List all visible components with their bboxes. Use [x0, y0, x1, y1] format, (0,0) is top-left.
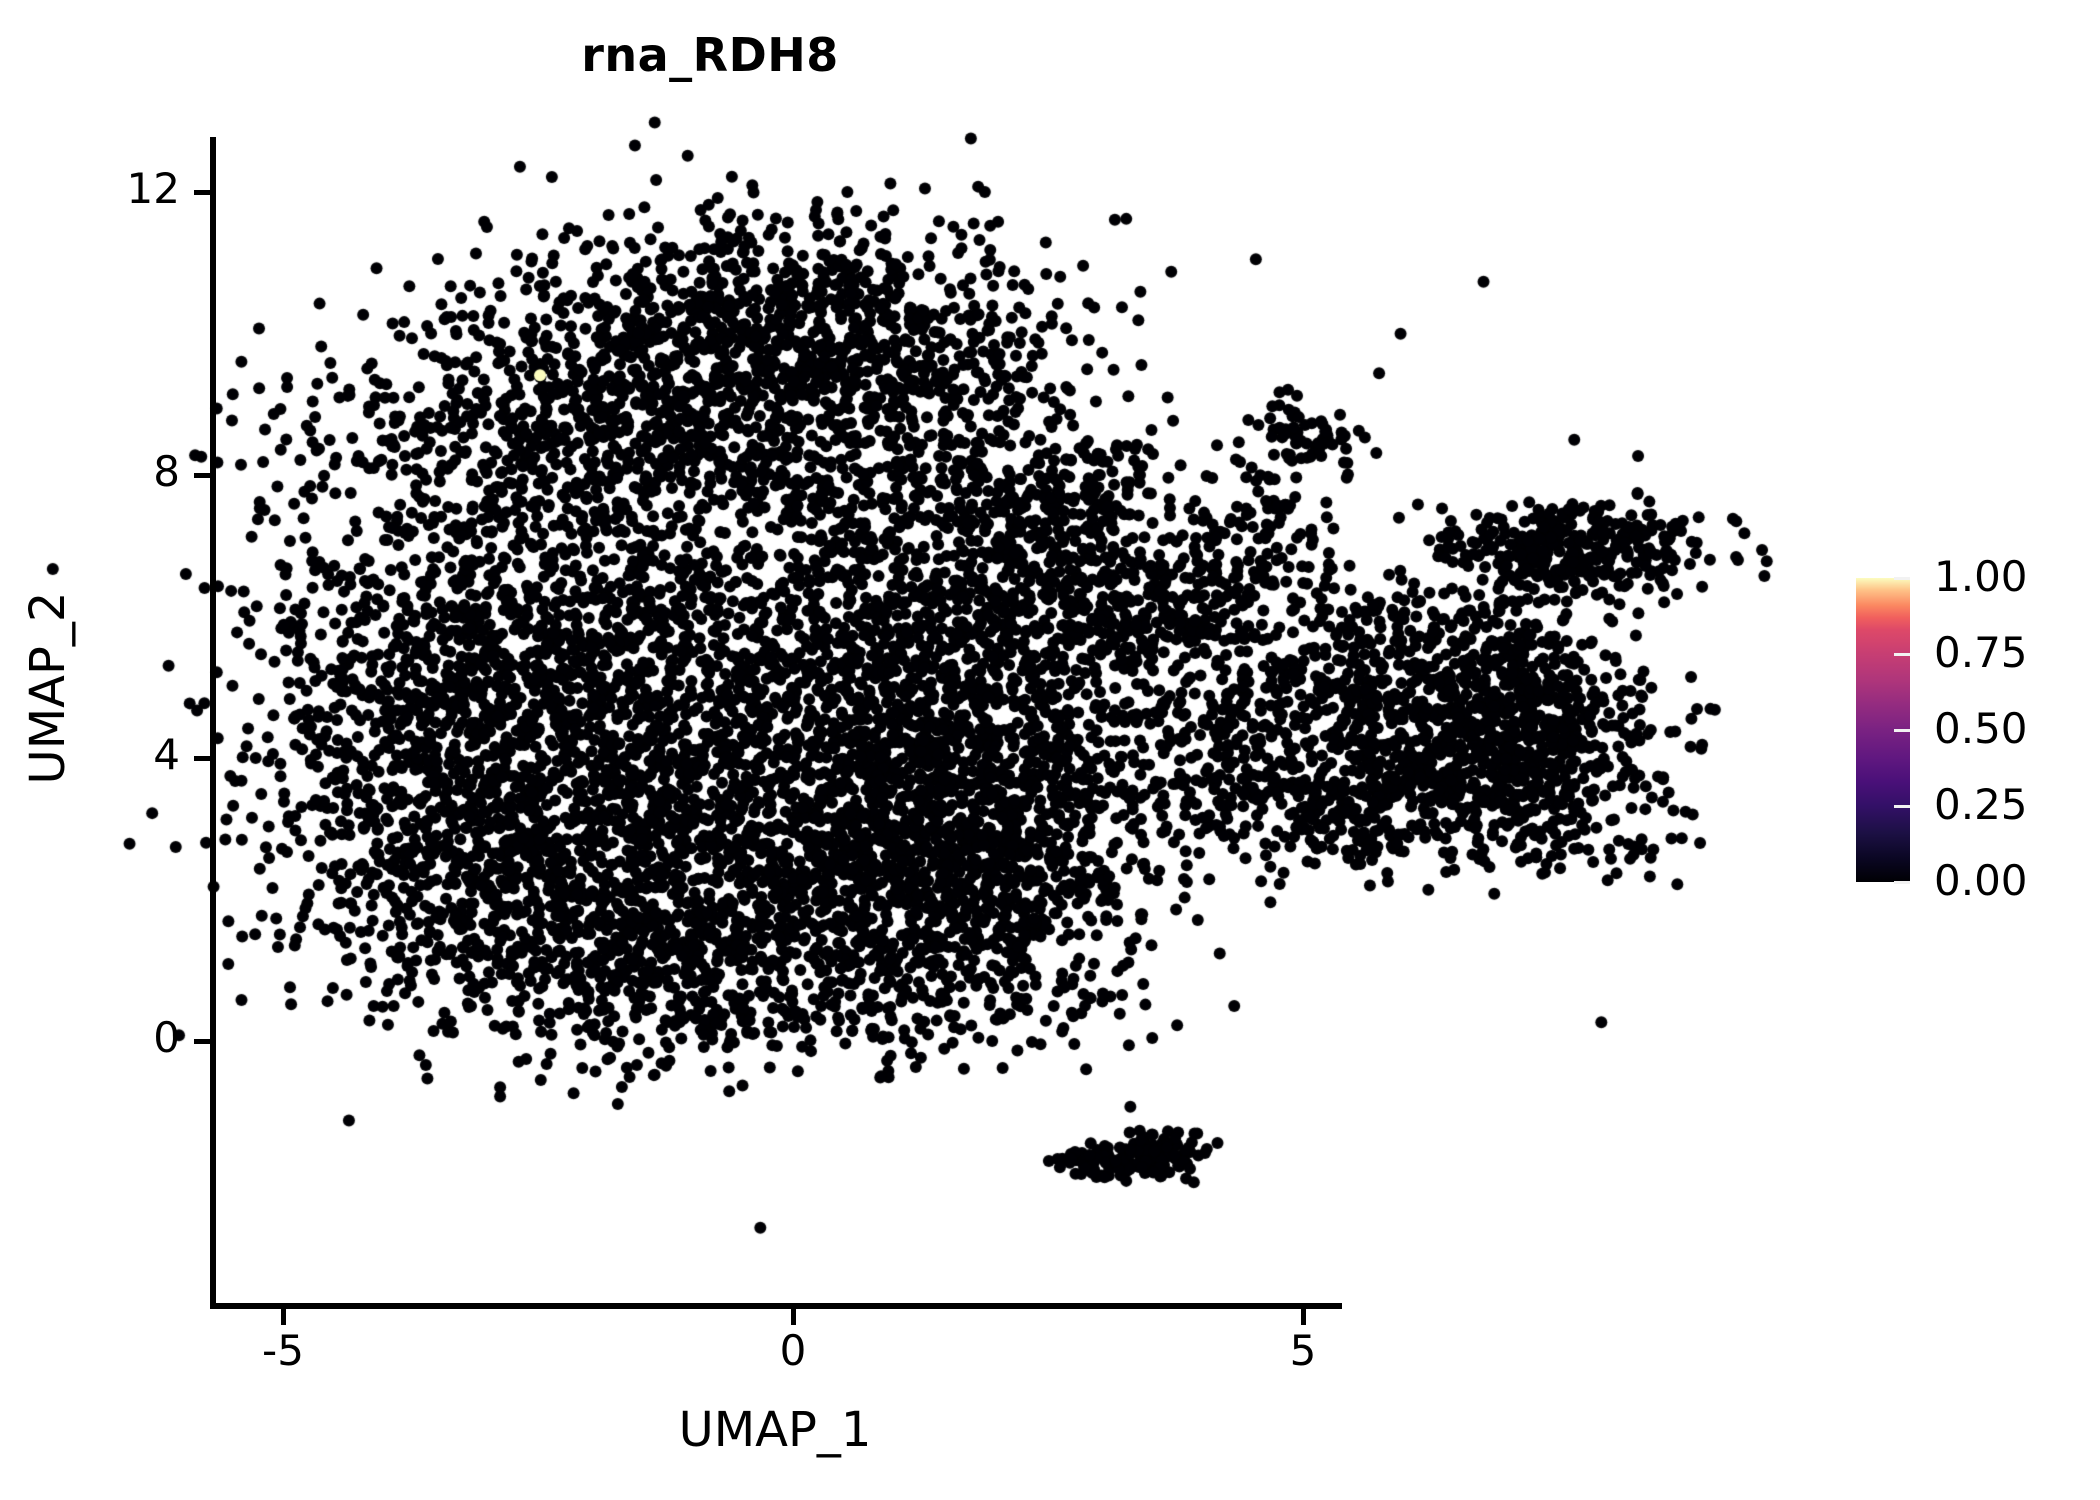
x-tick-mark: [791, 1309, 796, 1325]
y-tick-mark: [194, 1039, 210, 1044]
colorbar-tick-label: 0.00: [1934, 856, 2028, 905]
colorbar-tick-mark: [1894, 805, 1910, 808]
y-tick-mark: [194, 756, 210, 761]
x-tick-label: 5: [1289, 1326, 1317, 1375]
colorbar-tick-label: 0.50: [1934, 704, 2028, 753]
x-tick-label: -5: [262, 1326, 304, 1375]
colorbar-tick-mark: [1894, 729, 1910, 732]
x-axis-label: UMAP_1: [678, 1402, 872, 1458]
x-tick-mark: [1301, 1309, 1306, 1325]
colorbar-tick-mark: [1894, 653, 1910, 656]
colorbar-tick-mark: [1894, 881, 1910, 884]
y-tick-label: 8: [153, 447, 180, 496]
colorbar-tick-mark: [1894, 577, 1910, 580]
y-tick-label: 12: [126, 164, 180, 213]
colorbar-tick-label: 0.75: [1934, 628, 2028, 677]
x-tick-mark: [281, 1309, 286, 1325]
y-tick-label: 0: [153, 1013, 180, 1062]
y-tick-mark: [194, 190, 210, 195]
x-tick-label: 0: [779, 1326, 807, 1375]
y-axis-spine: [210, 137, 216, 1309]
y-tick-mark: [194, 473, 210, 478]
colorbar-tick-label: 1.00: [1934, 552, 2028, 601]
colorbar-tick-label: 0.25: [1934, 780, 2028, 829]
x-axis-spine: [210, 1303, 1342, 1309]
y-tick-label: 4: [153, 730, 180, 779]
y-axis-label: UMAP_2: [20, 591, 76, 785]
